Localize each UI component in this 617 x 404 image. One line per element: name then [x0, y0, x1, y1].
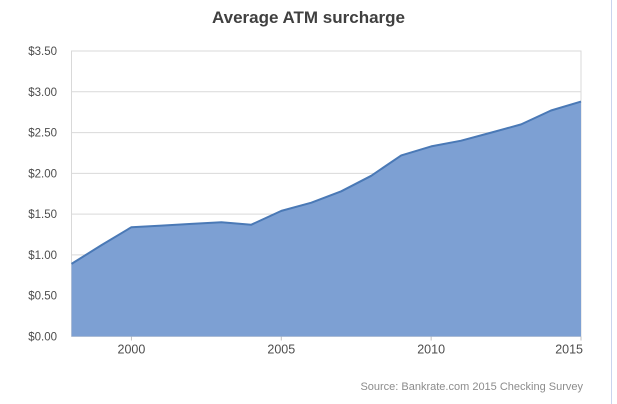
y-axis-label: $3.00: [28, 87, 57, 99]
y-axis-label: $3.50: [28, 46, 57, 58]
x-axis-label: 2000: [118, 343, 146, 357]
area-fill: [71, 101, 581, 337]
x-axis-label: 2010: [417, 343, 445, 357]
source-note: Source: Bankrate.com 2015 Checking Surve…: [360, 381, 583, 393]
x-axis-label: 2005: [267, 343, 295, 357]
page-edge-line: [611, 0, 612, 404]
y-axis-label: $2.00: [28, 168, 57, 180]
area-outline: [70, 100, 582, 265]
y-axis-label: $1.50: [28, 209, 57, 221]
y-axis-label: $0.50: [28, 291, 57, 303]
y-axis-label: $2.50: [28, 128, 57, 140]
x-axis-label: 2015: [555, 343, 583, 357]
y-axis-label: $0.00: [28, 332, 57, 344]
chart-title: Average ATM surcharge: [211, 8, 406, 27]
y-axis-label: $1.00: [28, 250, 57, 262]
